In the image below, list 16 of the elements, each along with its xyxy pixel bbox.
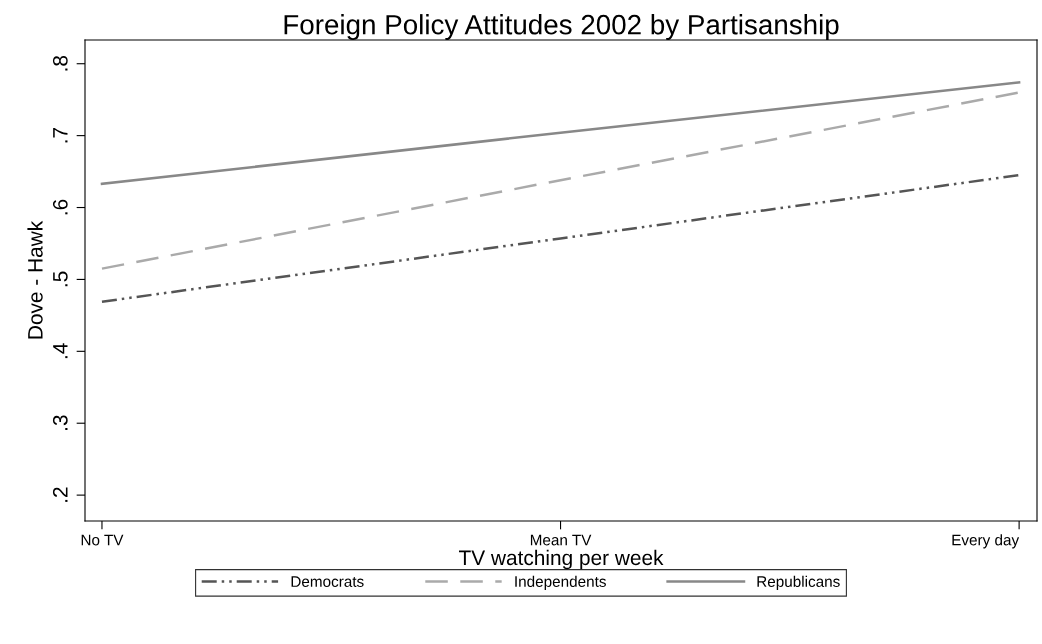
x-tick-label: No TV (81, 534, 124, 546)
x-tick-label: Mean TV (530, 534, 592, 546)
legend-label: Independents (515, 575, 606, 590)
x-axis-title: TV watching per week (459, 549, 664, 570)
y-tick-label: .6 (52, 199, 68, 215)
y-tick-label: .8 (52, 55, 68, 71)
y-tick-label: .2 (52, 487, 68, 502)
y-tick-label: .3 (52, 415, 68, 430)
x-tick-label: Every day (952, 534, 1020, 549)
legend-label: Republicans (757, 575, 840, 590)
y-tick-label: .5 (53, 271, 68, 287)
y-tick-label: .4 (53, 343, 68, 359)
y-tick-label: .7 (53, 127, 68, 143)
legend-label: Democrats (291, 576, 364, 587)
chart-title: Foreign Policy Attitudes 2002 by Partisanship (284, 14, 839, 40)
y-axis-title: Dove - Hawk (27, 220, 43, 339)
